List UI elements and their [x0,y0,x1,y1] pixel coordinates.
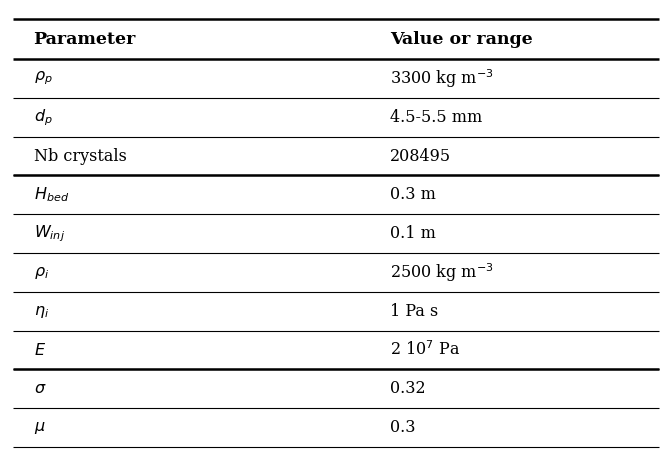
Text: 0.1 m: 0.1 m [390,225,435,242]
Text: $\eta_i$: $\eta_i$ [34,303,49,320]
Text: Nb crystals: Nb crystals [34,148,126,165]
Text: 0.3: 0.3 [390,419,415,436]
Text: 1 Pa s: 1 Pa s [390,303,438,320]
Text: 2500 kg m$^{-3}$: 2500 kg m$^{-3}$ [390,261,493,284]
Text: 3300 kg m$^{-3}$: 3300 kg m$^{-3}$ [390,67,493,90]
Text: $\rho_p$: $\rho_p$ [34,70,52,88]
Text: 0.32: 0.32 [390,380,425,397]
Text: $\mu$: $\mu$ [34,419,45,436]
Text: Parameter: Parameter [34,31,136,47]
Text: Value or range: Value or range [390,31,532,47]
Text: $E$: $E$ [34,342,46,359]
Text: $W_{inj}$: $W_{inj}$ [34,223,65,244]
Text: $\rho_i$: $\rho_i$ [34,264,49,281]
Text: $\sigma$: $\sigma$ [34,380,46,397]
Text: 2 10$^7$ Pa: 2 10$^7$ Pa [390,341,460,359]
Text: 0.3 m: 0.3 m [390,186,435,203]
Text: 4.5-5.5 mm: 4.5-5.5 mm [390,109,482,126]
Text: $H_{bed}$: $H_{bed}$ [34,185,69,204]
Text: $d_p$: $d_p$ [34,107,52,128]
Text: 208495: 208495 [390,148,451,165]
